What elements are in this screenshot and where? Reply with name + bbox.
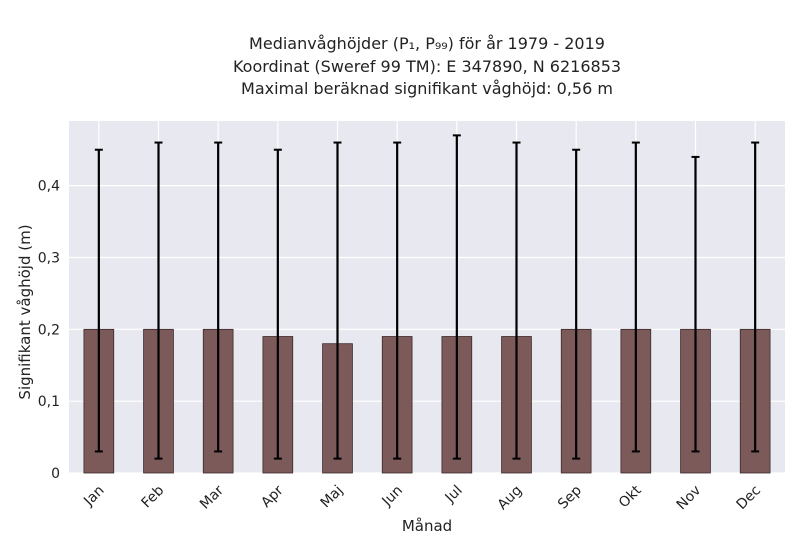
x-tick-label: Maj (318, 483, 347, 512)
y-axis-label: Signifikant våghöjd (m) (16, 224, 34, 399)
x-tick-label: Aug (495, 483, 526, 514)
y-tick-label: 0,3 (38, 250, 60, 266)
y-tick-label: 0,1 (38, 394, 60, 410)
x-tick-label: Jul (442, 483, 466, 507)
chart-title-line-1: Medianvåghöjder (P₁, P₉₉) för år 1979 - … (249, 34, 605, 53)
x-axis-label: Månad (402, 517, 452, 535)
y-tick-label: 0,2 (38, 322, 60, 338)
x-tick-label: Dec (734, 483, 764, 513)
chart-title-line-2: Koordinat (Sweref 99 TM): E 347890, N 62… (232, 57, 622, 76)
x-tick-label: Okt (616, 482, 645, 511)
x-tick-label: Feb (138, 482, 167, 511)
chart-title-line-3: Maximal beräknad signifikant våghöjd: 0,… (241, 79, 613, 98)
x-tick-label: Mar (197, 482, 227, 512)
x-tick-label: Jan (80, 483, 107, 510)
plot-background (69, 121, 785, 473)
x-tick-label: Nov (674, 483, 705, 514)
y-tick-label: 0 (51, 466, 60, 482)
x-tick-label: Apr (258, 482, 287, 511)
x-tick-label: Sep (555, 482, 585, 512)
x-tick-label: Jun (379, 483, 406, 510)
y-tick-label: 0,4 (38, 179, 60, 195)
